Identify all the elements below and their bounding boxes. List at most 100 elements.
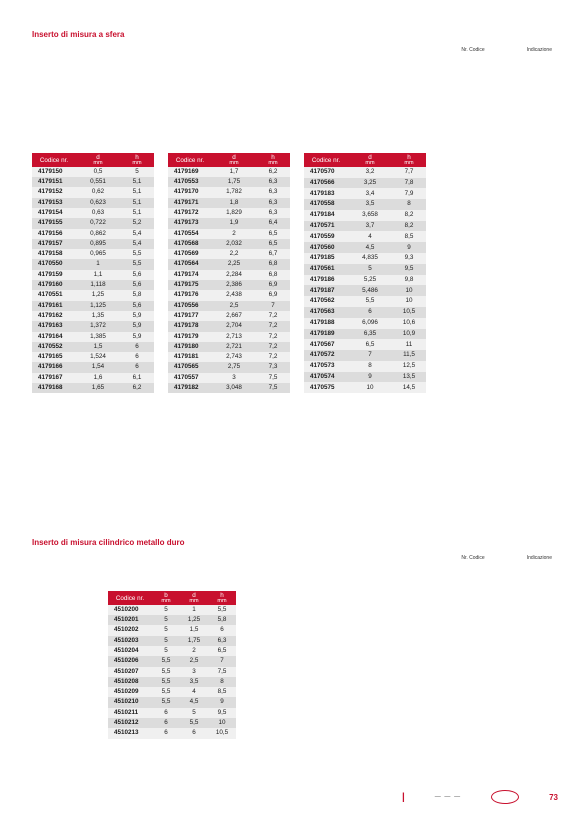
cell-value: 5,5 bbox=[180, 718, 208, 728]
cell-value: 6,2 bbox=[120, 383, 154, 393]
cell-code: 4179168 bbox=[32, 383, 76, 393]
cell-code: 4179177 bbox=[168, 311, 212, 321]
cell-value: 5,8 bbox=[208, 615, 236, 625]
cell-code: 4510200 bbox=[108, 605, 152, 615]
cell-value: 13,5 bbox=[392, 372, 426, 383]
table-row: 41791812,7437,2 bbox=[168, 352, 290, 362]
table-row: 41791611,1255,6 bbox=[32, 301, 154, 311]
cell-value: 1,6 bbox=[76, 373, 120, 383]
cell-code: 4510203 bbox=[108, 636, 152, 646]
cell-code: 4510208 bbox=[108, 677, 152, 687]
table-row: 41791782,7047,2 bbox=[168, 321, 290, 331]
cell-value: 5,5 bbox=[152, 687, 180, 697]
table-row: 41791641,3855,9 bbox=[32, 332, 154, 342]
cell-value: 8 bbox=[348, 361, 392, 372]
table-row: 417055948,5 bbox=[304, 231, 426, 242]
cell-code: 4179167 bbox=[32, 373, 76, 383]
table-row: 41705521,56 bbox=[32, 342, 154, 352]
table-row: 41791742,2846,8 bbox=[168, 270, 290, 280]
cell-value: 11,5 bbox=[392, 350, 426, 361]
cell-code: 4179176 bbox=[168, 290, 212, 300]
cell-value: 5,4 bbox=[120, 239, 154, 249]
cell-code: 4179188 bbox=[304, 318, 348, 329]
cell-value: 5,6 bbox=[120, 270, 154, 280]
table-row: 4170563610,5 bbox=[304, 307, 426, 318]
cell-code: 4179150 bbox=[32, 167, 76, 177]
cell-value: 6,7 bbox=[256, 249, 290, 259]
cell-value: 6,3 bbox=[256, 208, 290, 218]
section1-title: Inserto di misura a sfera bbox=[32, 30, 552, 39]
table-b: Codice nr.dhmmmm41791691,76,241705531,75… bbox=[168, 153, 290, 393]
cell-value: 9 bbox=[208, 697, 236, 707]
table-row: 4510211659,5 bbox=[108, 708, 236, 718]
table-row: 41791591,15,6 bbox=[32, 270, 154, 280]
cell-value: 5,9 bbox=[120, 332, 154, 342]
cell-value: 7,5 bbox=[256, 373, 290, 383]
cell-value: 1,118 bbox=[76, 280, 120, 290]
table-row: 45102136610,5 bbox=[108, 728, 236, 738]
table-row: 45102075,537,5 bbox=[108, 667, 236, 677]
cell-value: 9 bbox=[392, 242, 426, 253]
cell-code: 4510204 bbox=[108, 646, 152, 656]
cell-code: 4170553 bbox=[168, 177, 212, 187]
cell-value: 7,2 bbox=[256, 352, 290, 362]
cell-value: 1,782 bbox=[212, 187, 256, 197]
table-row: 41705676,511 bbox=[304, 339, 426, 350]
cell-value: 6,8 bbox=[256, 270, 290, 280]
cell-value: 7,2 bbox=[256, 321, 290, 331]
subhead-right: Indicazione bbox=[527, 47, 552, 53]
cell-code: 4179165 bbox=[32, 352, 76, 362]
cell-value: 0,895 bbox=[76, 239, 120, 249]
cell-value: 5,1 bbox=[120, 177, 154, 187]
table-row: 41791580,9655,5 bbox=[32, 249, 154, 259]
table-row: 41791875,48610 bbox=[304, 285, 426, 296]
cell-value: 9,3 bbox=[392, 253, 426, 264]
table-row: 41791520,625,1 bbox=[32, 187, 154, 197]
cell-code: 4179156 bbox=[32, 229, 76, 239]
cell-value: 5,5 bbox=[152, 677, 180, 687]
cell-value: 6,2 bbox=[256, 167, 290, 177]
cell-value: 5,5 bbox=[208, 605, 236, 615]
cell-value: 2,721 bbox=[212, 342, 256, 352]
table-a: Codice nr.dhmmmm41791500,5541791510,5515… bbox=[32, 153, 154, 393]
cell-code: 4170572 bbox=[304, 350, 348, 361]
cell-value: 9,8 bbox=[392, 275, 426, 286]
cell-code: 4179160 bbox=[32, 280, 76, 290]
cell-value: 4 bbox=[180, 687, 208, 697]
cell-value: 6,3 bbox=[256, 187, 290, 197]
cell-value: 5,5 bbox=[120, 249, 154, 259]
cell-value: 12,5 bbox=[392, 361, 426, 372]
cell-value: 7 bbox=[208, 656, 236, 666]
cell-value: 7,2 bbox=[256, 332, 290, 342]
table-row: 41705703,27,7 bbox=[304, 167, 426, 178]
table-row: 4170573812,5 bbox=[304, 361, 426, 372]
cell-code: 4170554 bbox=[168, 229, 212, 239]
cell-value: 6,3 bbox=[256, 198, 290, 208]
cell-code: 4179169 bbox=[168, 167, 212, 177]
cell-value: 10,9 bbox=[392, 329, 426, 340]
cell-value: 5,6 bbox=[120, 280, 154, 290]
table-row: 41791540,635,1 bbox=[32, 208, 154, 218]
cell-code: 4510209 bbox=[108, 687, 152, 697]
cell-code: 4170568 bbox=[168, 239, 212, 249]
cell-value: 5 bbox=[120, 167, 154, 177]
table-row: 41791721,8296,3 bbox=[168, 208, 290, 218]
subhead-left: Nr. Codice bbox=[461, 47, 484, 53]
cell-code: 4179182 bbox=[168, 383, 212, 393]
cell-value: 1,385 bbox=[76, 332, 120, 342]
cell-code: 4179161 bbox=[32, 301, 76, 311]
cell-value: 6,9 bbox=[256, 290, 290, 300]
cell-value: 1 bbox=[76, 259, 120, 269]
cell-value: 3,5 bbox=[348, 199, 392, 210]
cell-value: 1,75 bbox=[180, 636, 208, 646]
cell-value: 5 bbox=[348, 264, 392, 275]
cell-value: 7,2 bbox=[256, 311, 290, 321]
table-row: 41791865,259,8 bbox=[304, 275, 426, 286]
table-row: 41791823,0487,5 bbox=[168, 383, 290, 393]
cell-code: 4179158 bbox=[32, 249, 76, 259]
cell-code: 4170564 bbox=[168, 259, 212, 269]
cell-value: 1,8 bbox=[212, 198, 256, 208]
cell-value: 6 bbox=[152, 708, 180, 718]
footer-oval bbox=[491, 790, 519, 804]
col-code: Codice nr. bbox=[304, 153, 348, 167]
